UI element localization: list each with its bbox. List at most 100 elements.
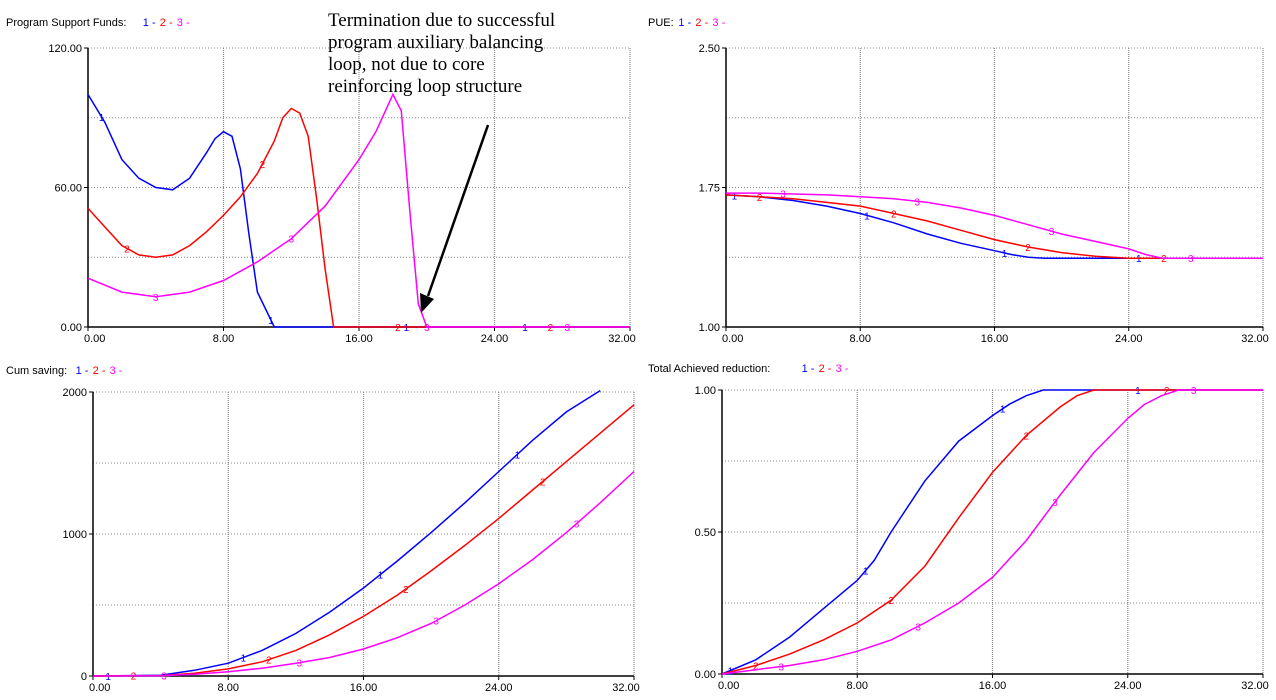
series-marker-2: 2 bbox=[403, 585, 409, 596]
x-tick-label: 8.00 bbox=[850, 333, 871, 345]
x-tick-label: 8.00 bbox=[213, 333, 234, 345]
series-marker-1: 1 bbox=[99, 113, 105, 124]
x-tick-label: 8.00 bbox=[847, 680, 868, 692]
y-tick-label: 0 bbox=[81, 671, 87, 683]
legend-item-3: 3 - bbox=[177, 17, 190, 29]
series-line-3 bbox=[726, 192, 1263, 259]
series-marker-3: 3 bbox=[1052, 498, 1058, 509]
series-marker-3: 3 bbox=[565, 323, 571, 334]
series-marker-1: 1 bbox=[515, 450, 521, 461]
series-line-2 bbox=[87, 107, 630, 328]
series-marker-3: 3 bbox=[1188, 254, 1194, 265]
series-marker-2: 2 bbox=[260, 160, 266, 171]
series-marker-2: 2 bbox=[757, 193, 763, 204]
series-marker-2: 2 bbox=[131, 672, 137, 683]
legend-item-2: 2 - bbox=[93, 365, 106, 377]
chart-pue: PUE: 1 - 2 - 3 - 1.00 1.75 2.50 0.00 8.00 16.00 24… bbox=[648, 17, 1269, 345]
y-tick-label: 2000 bbox=[63, 387, 87, 399]
series-marker-1: 1 bbox=[1136, 254, 1142, 265]
arrow-shaft bbox=[426, 124, 490, 297]
series-marker-1: 1 bbox=[732, 191, 738, 202]
series-marker-1: 1 bbox=[241, 653, 247, 664]
chart-program-support-funds: Program Support Funds: 1 - 2 - 3 - 0.00 60.00… bbox=[6, 17, 636, 345]
legend-item-3: 3 - bbox=[110, 365, 123, 377]
x-tick-label: 24.00 bbox=[485, 682, 513, 694]
legend-item-1: 1 - bbox=[678, 17, 691, 29]
x-tick-label: 24.00 bbox=[1114, 680, 1142, 692]
series-marker-3: 3 bbox=[424, 323, 430, 334]
legend-item-1: 1 - bbox=[802, 363, 815, 375]
series-line-3 bbox=[92, 470, 635, 677]
x-tick-label: 0.00 bbox=[84, 333, 105, 345]
series-marker-2: 2 bbox=[548, 323, 554, 334]
series-marker-1: 1 bbox=[1135, 386, 1141, 397]
y-tick-label: 0.50 bbox=[695, 527, 716, 539]
x-tick-label: 16.00 bbox=[345, 333, 373, 345]
series-line-1 bbox=[721, 389, 1263, 675]
x-tick-label: 32.00 bbox=[608, 333, 636, 345]
series-marker-3: 3 bbox=[915, 197, 921, 208]
x-tick-label: 24.00 bbox=[1115, 333, 1143, 345]
y-tick-label: 1.75 bbox=[699, 183, 720, 195]
series-marker-1: 1 bbox=[863, 566, 869, 577]
x-tick-label: 32.00 bbox=[1241, 680, 1269, 692]
series-marker-1: 1 bbox=[522, 323, 528, 334]
series-marker-2: 2 bbox=[1024, 431, 1030, 442]
x-tick-label: 32.00 bbox=[1241, 333, 1269, 345]
series-marker-3: 3 bbox=[1191, 386, 1197, 397]
chart-title: Cum saving: bbox=[6, 365, 67, 377]
x-tick-label: 8.00 bbox=[218, 682, 239, 694]
x-tick-label: 32.00 bbox=[612, 682, 640, 694]
series-marker-2: 2 bbox=[1164, 386, 1170, 397]
x-tick-label: 24.00 bbox=[481, 333, 509, 345]
series-marker-3: 3 bbox=[574, 520, 580, 531]
series-marker-3: 3 bbox=[780, 190, 786, 201]
y-tick-label: 1.00 bbox=[699, 322, 720, 334]
series-marker-3: 3 bbox=[915, 622, 921, 633]
annotation-line-1: Termination due to successful bbox=[328, 10, 556, 31]
series-marker-3: 3 bbox=[778, 663, 784, 674]
chart-title: Total Achieved reduction: bbox=[648, 363, 770, 375]
chart-title: PUE: bbox=[648, 17, 674, 29]
legend-item-1: 1 - bbox=[143, 17, 156, 29]
series-marker-1: 1 bbox=[404, 323, 410, 334]
legend-item-3: 3 - bbox=[836, 363, 849, 375]
x-tick-label: 16.00 bbox=[979, 680, 1007, 692]
y-tick-label: 60.00 bbox=[54, 183, 82, 195]
series-marker-3: 3 bbox=[161, 672, 167, 683]
y-tick-label: 0.00 bbox=[61, 322, 82, 334]
chart-cum-saving: Cum saving: 1 - 2 - 3 - 0 1000 2000 0.00 8.00 16.… bbox=[6, 365, 640, 694]
series-line-1 bbox=[92, 389, 601, 677]
y-tick-label: 120.00 bbox=[48, 43, 82, 55]
x-tick-label: 0.00 bbox=[89, 682, 110, 694]
series-marker-1: 1 bbox=[105, 672, 111, 683]
x-tick-label: 0.00 bbox=[718, 680, 739, 692]
arrow-head bbox=[420, 293, 434, 313]
y-tick-label: 0.00 bbox=[695, 669, 716, 681]
legend-item-2: 2 - bbox=[819, 363, 832, 375]
annotation-line-3: loop, not due to core bbox=[328, 54, 485, 75]
series-marker-2: 2 bbox=[124, 244, 130, 255]
series-line-2 bbox=[725, 194, 1263, 259]
series-marker-3: 3 bbox=[288, 235, 294, 246]
x-tick-label: 16.00 bbox=[981, 333, 1009, 345]
legend-item-2: 2 - bbox=[695, 17, 708, 29]
series-marker-2: 2 bbox=[1161, 254, 1167, 265]
termination-annotation: Termination due to successful program au… bbox=[328, 10, 628, 98]
series-marker-3: 3 bbox=[153, 293, 159, 304]
annotation-line-2: program auxiliary balancing bbox=[328, 32, 544, 53]
series-marker-2: 2 bbox=[753, 661, 759, 672]
chart-total-achieved-reduction: Total Achieved reduction: 1 -2 -3 -0.000.… bbox=[648, 363, 1269, 692]
annotation-line-4: reinforcing loop structure bbox=[328, 76, 523, 97]
series-marker-2: 2 bbox=[266, 656, 272, 667]
series-line-3 bbox=[87, 92, 630, 328]
series-marker-1: 1 bbox=[864, 211, 870, 222]
series-marker-1: 1 bbox=[378, 570, 384, 581]
series-marker-3: 3 bbox=[1049, 227, 1055, 238]
series-marker-2: 2 bbox=[891, 210, 897, 221]
series-line-3 bbox=[721, 389, 1263, 675]
series-line-2 bbox=[92, 404, 635, 677]
series-marker-1: 1 bbox=[1002, 249, 1008, 260]
series-marker-1: 1 bbox=[1000, 405, 1006, 416]
